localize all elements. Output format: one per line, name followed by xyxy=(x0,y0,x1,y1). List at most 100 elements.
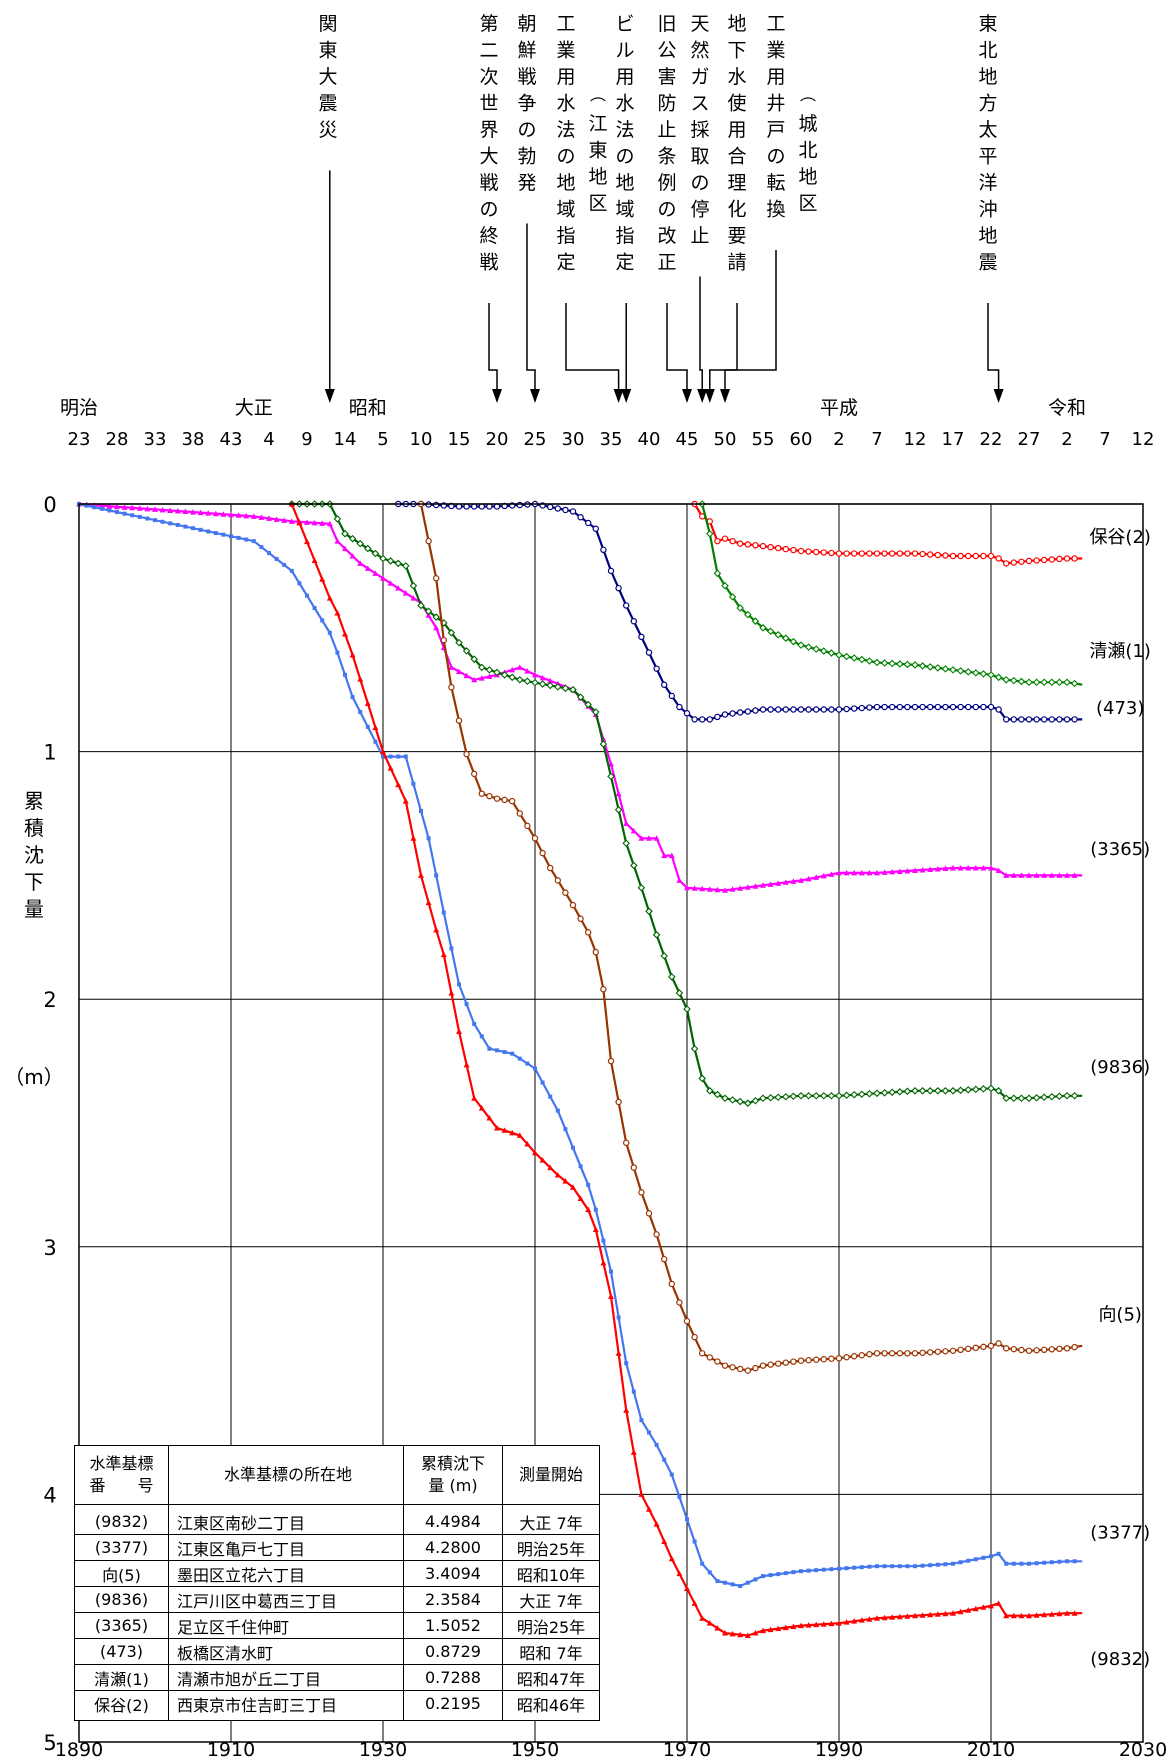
data-point xyxy=(517,1056,522,1061)
event-bracket-char: 区 xyxy=(588,193,607,215)
event-text-char: の xyxy=(657,199,676,221)
event-text-char: 水 xyxy=(727,66,746,88)
data-point xyxy=(1063,716,1071,723)
data-point xyxy=(804,1091,813,1100)
data-point xyxy=(305,593,309,598)
data-point xyxy=(903,660,912,669)
data-point xyxy=(980,1604,987,1610)
data-point xyxy=(941,665,950,673)
data-point xyxy=(730,1582,735,1587)
event-text-char: ビ xyxy=(615,13,634,35)
event-text-char: 大 xyxy=(479,146,498,168)
data-point xyxy=(516,1132,523,1138)
data-point xyxy=(896,868,903,874)
legend-cell-start: 昭和47年 xyxy=(502,1664,600,1691)
data-point xyxy=(1048,1092,1056,1101)
era-year-tick: 35 xyxy=(600,429,623,450)
data-point xyxy=(874,869,880,876)
data-point xyxy=(562,889,569,896)
era-year-tick: 5 xyxy=(377,429,388,450)
data-point xyxy=(1003,560,1010,567)
data-point xyxy=(866,550,873,557)
event-text-char: 大 xyxy=(318,66,337,88)
legend-cell-id: (9836) xyxy=(74,1586,169,1613)
data-point xyxy=(957,1346,964,1354)
data-point xyxy=(737,709,744,716)
y-axis-label-char: 量 xyxy=(24,897,44,921)
event-arrow xyxy=(993,389,1004,403)
event-text-char: 採 xyxy=(690,119,709,141)
data-point xyxy=(805,1357,812,1364)
event-text-char: 改 xyxy=(657,225,676,247)
event-text-char: 旧 xyxy=(657,13,676,35)
data-point xyxy=(160,519,165,524)
data-point xyxy=(1056,872,1063,878)
data-point xyxy=(440,951,447,958)
data-point xyxy=(896,1088,904,1096)
legend-cell-location: 墨田区立花六丁目 xyxy=(168,1560,404,1587)
legend-row: (3377) 江東区亀戸七丁目 4.2800 明治25年 xyxy=(74,1534,600,1561)
data-point xyxy=(957,1608,964,1615)
data-point xyxy=(433,575,440,582)
data-point xyxy=(752,707,759,714)
data-point xyxy=(554,683,562,691)
data-point xyxy=(965,552,972,560)
data-point xyxy=(348,534,357,543)
data-point xyxy=(546,681,554,690)
event-text-char: 勃 xyxy=(517,146,536,168)
data-point xyxy=(699,885,706,892)
event-bracket-char: 北 xyxy=(798,140,817,162)
era-year-tick: 38 xyxy=(182,429,205,450)
era-year-tick: 22 xyxy=(980,429,1003,450)
data-point xyxy=(1033,872,1040,878)
data-point xyxy=(1003,716,1010,723)
event-text-char: 業 xyxy=(766,40,785,62)
data-point xyxy=(904,703,911,711)
data-point xyxy=(121,504,128,510)
data-point xyxy=(600,1259,607,1266)
data-point xyxy=(333,515,342,523)
data-point xyxy=(926,663,934,671)
event-text-char: 東 xyxy=(978,13,997,35)
event-text-char: 天 xyxy=(690,13,709,35)
data-point xyxy=(1055,1092,1064,1101)
data-point xyxy=(197,509,204,516)
data-point xyxy=(478,663,486,672)
data-point xyxy=(805,875,812,882)
data-point xyxy=(637,884,646,892)
series-label: (3365) xyxy=(1090,839,1150,860)
legend-cell-id: (9832) xyxy=(74,1504,169,1535)
data-point xyxy=(326,595,333,601)
data-point xyxy=(798,1622,804,1629)
era-name: 明治 xyxy=(60,397,98,419)
data-point xyxy=(744,884,751,890)
event-text-char: 井 xyxy=(766,93,785,115)
data-point xyxy=(638,1189,645,1196)
data-point xyxy=(751,1096,760,1105)
event-text-char: 北 xyxy=(978,40,997,62)
data-point xyxy=(524,1141,531,1147)
data-point xyxy=(335,650,340,655)
data-point xyxy=(661,1538,668,1544)
data-point xyxy=(683,710,691,717)
data-point xyxy=(478,1105,485,1111)
data-point xyxy=(433,624,440,631)
data-point xyxy=(911,703,919,711)
data-point xyxy=(881,869,888,875)
data-point xyxy=(873,703,881,711)
data-point xyxy=(995,867,1002,873)
legend-row: 清瀬(1) 清瀬市旭が丘二丁目 0.7288 昭和47年 xyxy=(74,1664,600,1691)
data-point xyxy=(661,681,668,688)
event-text-char: 定 xyxy=(556,252,575,274)
data-point xyxy=(289,568,294,573)
data-point xyxy=(942,552,949,559)
data-point xyxy=(714,1625,721,1631)
axes: 1890 1910 1930 1950 1970 1990 2010 2030012345累積… xyxy=(4,397,1167,1760)
data-point xyxy=(789,1092,798,1101)
data-point xyxy=(1048,1611,1055,1617)
data-point xyxy=(973,1557,978,1562)
data-point xyxy=(934,1348,942,1355)
